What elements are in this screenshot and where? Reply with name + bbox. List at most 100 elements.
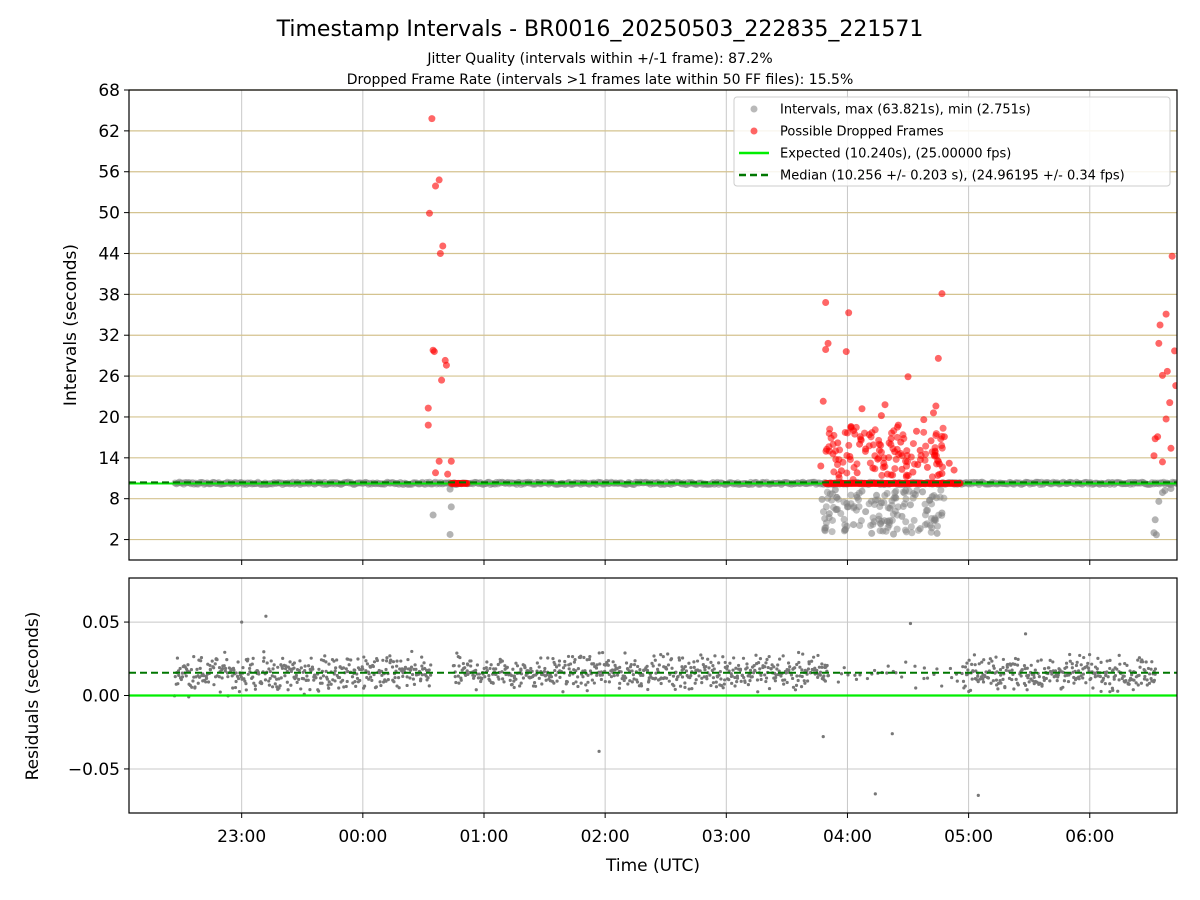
residual-point — [1101, 676, 1106, 680]
residual-point — [776, 663, 780, 667]
residual-point — [703, 668, 707, 672]
dropped-frame-point — [913, 427, 921, 435]
residual-point — [816, 653, 820, 658]
residual-point — [980, 660, 984, 664]
dropped-frame-point — [1162, 310, 1170, 318]
residual-point — [653, 658, 657, 662]
residual-point — [748, 679, 752, 683]
residual-point — [217, 666, 222, 670]
residual-point — [372, 672, 376, 677]
interval-point — [923, 520, 931, 528]
residual-point — [772, 665, 776, 669]
residual-point — [594, 666, 599, 670]
dropped-frame-point — [895, 450, 903, 458]
interval-point — [862, 508, 870, 516]
residual-point — [381, 658, 385, 662]
residual-point — [666, 663, 671, 667]
dropped-frame-point — [956, 479, 964, 487]
chart-title: Timestamp Intervals - BR0016_20250503_22… — [276, 17, 924, 42]
residual-point — [1013, 662, 1017, 666]
interval-point — [874, 496, 882, 504]
residual-point — [396, 675, 401, 680]
residual-point — [276, 665, 280, 669]
residual-point — [886, 664, 890, 668]
residual-point — [758, 657, 763, 661]
dropped-frame-point — [845, 309, 853, 317]
residual-point — [717, 661, 721, 665]
residual-point — [651, 664, 655, 668]
residual-point — [669, 658, 673, 662]
residual-point — [734, 666, 738, 670]
residual-point — [347, 663, 351, 667]
residual-point — [405, 675, 409, 679]
dropped-frame-point — [432, 469, 440, 477]
residual-point — [278, 684, 282, 688]
interval-point — [899, 503, 907, 511]
residual-point — [346, 669, 350, 674]
residual-point — [1084, 681, 1088, 685]
residual-point — [395, 664, 399, 668]
residual-point — [418, 679, 423, 683]
residual-point — [297, 668, 301, 673]
interval-point — [894, 503, 902, 511]
residual-point — [1056, 673, 1060, 677]
residual-point — [782, 682, 786, 686]
dropped-frame-point — [927, 437, 935, 445]
residual-point — [480, 676, 484, 680]
residual-point — [268, 676, 272, 681]
residual-point — [362, 684, 367, 688]
interval-point — [933, 522, 941, 530]
residual-point — [413, 663, 417, 667]
dropped-frame-point — [921, 456, 929, 464]
residual-point — [592, 681, 596, 685]
residual-point — [1025, 688, 1029, 692]
residual-point — [1137, 656, 1142, 660]
residual-point — [661, 655, 665, 659]
residual-point — [378, 680, 382, 684]
residual-point — [730, 681, 734, 685]
residual-point — [1108, 690, 1112, 694]
residual-point — [488, 666, 492, 671]
residual-point — [750, 675, 754, 679]
x-axis-label: Time (UTC) — [605, 856, 700, 876]
dropped-frame-point — [904, 373, 912, 381]
residual-point — [345, 679, 349, 684]
residual-point — [619, 670, 623, 674]
residual-point — [664, 676, 669, 680]
residual-point — [317, 689, 321, 693]
residual-point — [325, 677, 329, 681]
residual-point — [1047, 666, 1051, 670]
residual-point — [628, 665, 633, 669]
residual-point — [1081, 676, 1085, 680]
residual-point — [226, 675, 230, 679]
residual-point — [1108, 658, 1112, 662]
residual-point — [767, 686, 772, 691]
residuals-panel: −0.05 0.00 0.05 23:00 00:00 01:00 02:00 03:00 04… — [68, 577, 1178, 847]
residual-point — [1130, 673, 1134, 677]
interval-point — [908, 529, 916, 537]
residual-point — [977, 662, 981, 666]
residual-point — [1096, 656, 1100, 660]
residual-point — [1143, 674, 1147, 679]
residual-point — [922, 676, 926, 681]
residual-point — [566, 654, 571, 659]
residual-point — [885, 671, 889, 675]
x-tick-label: 04:00 — [823, 827, 872, 847]
residual-point — [223, 666, 228, 671]
interval-point — [852, 506, 860, 514]
residual-point — [690, 687, 694, 691]
residual-point — [489, 663, 493, 667]
residual-point — [327, 680, 331, 684]
residual-point — [674, 670, 678, 674]
interval-point — [876, 503, 884, 511]
residual-point — [813, 666, 817, 670]
residual-point — [250, 662, 254, 666]
interval-point — [919, 488, 927, 496]
residual-point — [1111, 668, 1115, 672]
residual-point — [925, 676, 930, 680]
residual-point — [582, 655, 586, 660]
residual-point — [292, 666, 296, 670]
interval-point — [865, 500, 873, 508]
residual-point — [253, 687, 257, 691]
dropped-frame-point — [824, 339, 832, 347]
